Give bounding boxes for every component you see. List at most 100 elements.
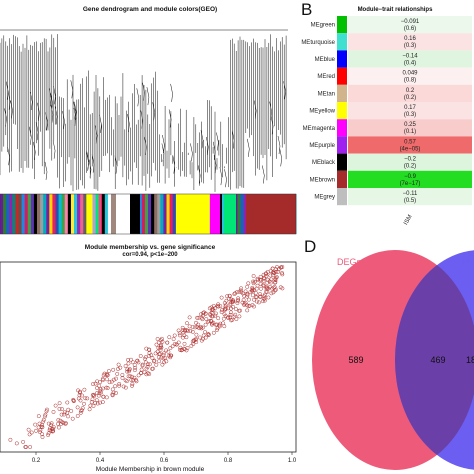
p-value: (0.2) bbox=[404, 164, 416, 170]
scatter-point bbox=[163, 356, 168, 360]
dendrogram-branch bbox=[224, 169, 227, 188]
scatter-point bbox=[265, 280, 270, 285]
scatter-point bbox=[190, 329, 195, 334]
scatter-point bbox=[234, 317, 239, 321]
heatmap-cell bbox=[348, 170, 472, 188]
dendrogram-branch bbox=[37, 102, 40, 121]
module-color-band bbox=[114, 194, 118, 234]
scatter-point bbox=[259, 286, 263, 291]
module-color-band bbox=[218, 194, 223, 234]
scatter-point bbox=[206, 333, 211, 338]
scatter-point bbox=[225, 294, 230, 299]
dendrogram-branch bbox=[29, 126, 32, 145]
scatter-point bbox=[216, 316, 221, 321]
scatter-point bbox=[110, 392, 115, 397]
module-name-label: MEturquoise bbox=[301, 40, 335, 46]
dendrogram-branch bbox=[231, 130, 235, 149]
scatter-point bbox=[208, 318, 213, 323]
scatter-point bbox=[105, 371, 110, 376]
dendrogram-branch bbox=[7, 147, 10, 166]
scatter-point bbox=[190, 324, 195, 329]
heatmap-cell bbox=[348, 119, 472, 137]
scatter-point bbox=[266, 295, 271, 300]
scatter-point bbox=[27, 432, 32, 437]
scatter-point bbox=[157, 359, 161, 364]
scatter-point bbox=[250, 287, 255, 291]
scatter-point bbox=[210, 308, 214, 313]
panel-c-title: Module membership vs. gene significance bbox=[84, 244, 216, 251]
module-color-band bbox=[151, 194, 155, 234]
module-color-band bbox=[154, 194, 158, 234]
scatter-point bbox=[182, 333, 187, 338]
module-name-label: MEyellow bbox=[309, 109, 335, 115]
scatter-point bbox=[228, 301, 233, 306]
scatter-point bbox=[276, 270, 281, 274]
scatter-point bbox=[211, 320, 216, 325]
scatter-point bbox=[51, 426, 56, 431]
scatter-point bbox=[253, 291, 258, 295]
scatter-point bbox=[100, 400, 105, 404]
scatter-point bbox=[220, 308, 224, 312]
scatter-point bbox=[222, 307, 227, 312]
heatmap-cell bbox=[348, 67, 472, 85]
scatter-point bbox=[106, 369, 111, 374]
module-name-label: MEtan bbox=[318, 91, 335, 97]
scatter-point bbox=[258, 292, 262, 296]
scatter-point bbox=[91, 403, 96, 408]
scatter-point bbox=[230, 299, 235, 304]
panel-b-letter: B bbox=[301, 0, 313, 19]
scatter-point bbox=[233, 312, 238, 317]
correlation-value: 0.57 bbox=[404, 139, 416, 145]
dendrogram-branch bbox=[73, 101, 77, 120]
module-color-band bbox=[144, 194, 149, 234]
scatter-point bbox=[227, 293, 232, 298]
scatter-point bbox=[46, 433, 51, 437]
scatter-point bbox=[206, 319, 211, 323]
module-color-band bbox=[83, 194, 87, 234]
module-color-band bbox=[80, 194, 84, 234]
scatter-point bbox=[280, 271, 284, 275]
scatter-point bbox=[172, 342, 177, 346]
scatter-point bbox=[33, 422, 38, 427]
module-color-band bbox=[70, 194, 75, 234]
scatter-point bbox=[118, 365, 123, 370]
module-swatch bbox=[337, 153, 347, 171]
scatter-point bbox=[142, 370, 147, 375]
panel-c: Module membership vs. gene significance … bbox=[0, 235, 300, 474]
dendrogram-branch bbox=[73, 101, 76, 120]
dendrogram-branch bbox=[4, 108, 7, 127]
dendrogram-branch bbox=[99, 114, 102, 133]
scatter-point bbox=[39, 424, 44, 429]
scatter-point bbox=[139, 367, 144, 372]
scatter-point bbox=[232, 292, 237, 296]
dendrogram-branch bbox=[212, 141, 216, 160]
correlation-value: −0.14 bbox=[402, 53, 418, 59]
scatter-point bbox=[245, 303, 250, 308]
module-color-band bbox=[160, 194, 164, 234]
scatter-point bbox=[89, 400, 94, 404]
scatter-point bbox=[201, 333, 206, 338]
scatter-point bbox=[14, 441, 19, 446]
module-color-band bbox=[37, 194, 41, 234]
module-name-label: MEbrown bbox=[310, 177, 335, 183]
module-color-band bbox=[203, 194, 208, 234]
scatter-point bbox=[158, 342, 163, 347]
scatter-point bbox=[182, 341, 187, 346]
module-color-band bbox=[243, 194, 248, 234]
scatter-point bbox=[59, 412, 64, 417]
panel-b: B Module−trait relationships MEgreen −0.0… bbox=[300, 0, 474, 235]
scatter-point bbox=[144, 346, 149, 351]
scatter-point bbox=[61, 420, 66, 425]
scatter-point bbox=[172, 333, 177, 338]
scatter-point bbox=[262, 294, 267, 299]
module-name-label: MEpurple bbox=[309, 143, 335, 149]
panel-a: Gene dendrogram and module colors(GEO) bbox=[0, 0, 300, 235]
panel-c-subtitle: cor=0.94, p<1e−200 bbox=[122, 252, 178, 258]
module-color-block bbox=[224, 194, 236, 234]
dendrogram-branch bbox=[216, 132, 219, 151]
scatter-point bbox=[198, 324, 203, 329]
dendrogram bbox=[0, 29, 297, 235]
scatter-point bbox=[185, 321, 189, 326]
scatter-point bbox=[178, 333, 182, 338]
module-swatch bbox=[337, 50, 347, 68]
